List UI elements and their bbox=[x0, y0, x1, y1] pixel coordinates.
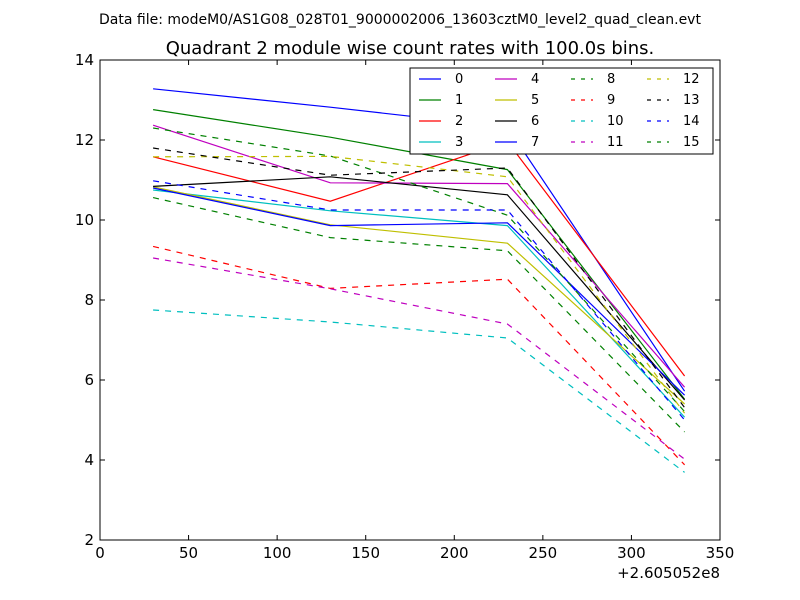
legend-label-8: 8 bbox=[607, 72, 615, 87]
legend-label-5: 5 bbox=[531, 93, 539, 108]
x-tick-label: 50 bbox=[179, 544, 198, 562]
y-tick-label: 12 bbox=[75, 131, 94, 149]
y-tick-label: 6 bbox=[84, 371, 94, 389]
series-line-5 bbox=[152, 186, 686, 405]
x-tick-label: 100 bbox=[263, 544, 292, 562]
x-tick-label: 300 bbox=[617, 544, 646, 562]
figure-suptitle: Data file: modeM0/AS1G08_028T01_90000020… bbox=[99, 12, 701, 28]
series-line-11 bbox=[152, 257, 685, 460]
legend-label-10: 10 bbox=[607, 114, 624, 129]
series-line-7 bbox=[152, 187, 686, 396]
y-tick-label: 2 bbox=[84, 531, 94, 549]
legend-label-13: 13 bbox=[683, 93, 700, 108]
series-line-15 bbox=[152, 197, 686, 433]
x-tick-label: 200 bbox=[440, 544, 469, 562]
legend-label-6: 6 bbox=[531, 114, 539, 129]
series-line-10 bbox=[153, 309, 685, 473]
series-line-3 bbox=[153, 189, 686, 418]
legend-box bbox=[409, 67, 714, 155]
x-tick-label: 0 bbox=[95, 544, 105, 562]
x-axis-offset-label: +2.605052e8 bbox=[617, 564, 720, 582]
legend-label-11: 11 bbox=[607, 135, 624, 150]
x-tick-label: 250 bbox=[529, 544, 558, 562]
y-tick-label: 8 bbox=[84, 291, 94, 309]
legend-label-0: 0 bbox=[455, 72, 463, 87]
legend-label-4: 4 bbox=[531, 72, 539, 87]
legend-label-15: 15 bbox=[683, 135, 700, 150]
legend-label-7: 7 bbox=[531, 135, 539, 150]
x-tick-label: 350 bbox=[706, 544, 735, 562]
series-line-4 bbox=[152, 124, 686, 388]
y-tick-label: 4 bbox=[84, 451, 94, 469]
legend-label-9: 9 bbox=[607, 93, 615, 108]
x-tick-label: 150 bbox=[351, 544, 380, 562]
legend-label-2: 2 bbox=[455, 114, 463, 129]
legend-label-14: 14 bbox=[683, 114, 700, 129]
chart-title: Quadrant 2 module wise count rates with … bbox=[166, 38, 655, 59]
legend-label-12: 12 bbox=[683, 72, 700, 87]
series-line-13 bbox=[153, 147, 686, 408]
y-tick-label: 14 bbox=[75, 51, 94, 69]
series-line-8 bbox=[153, 127, 686, 413]
series-line-6 bbox=[153, 176, 686, 401]
legend-label-1: 1 bbox=[455, 93, 463, 108]
y-tick-label: 10 bbox=[75, 211, 94, 229]
legend-label-3: 3 bbox=[455, 135, 463, 150]
series-line-12 bbox=[153, 155, 686, 414]
series-line-14 bbox=[153, 180, 686, 421]
